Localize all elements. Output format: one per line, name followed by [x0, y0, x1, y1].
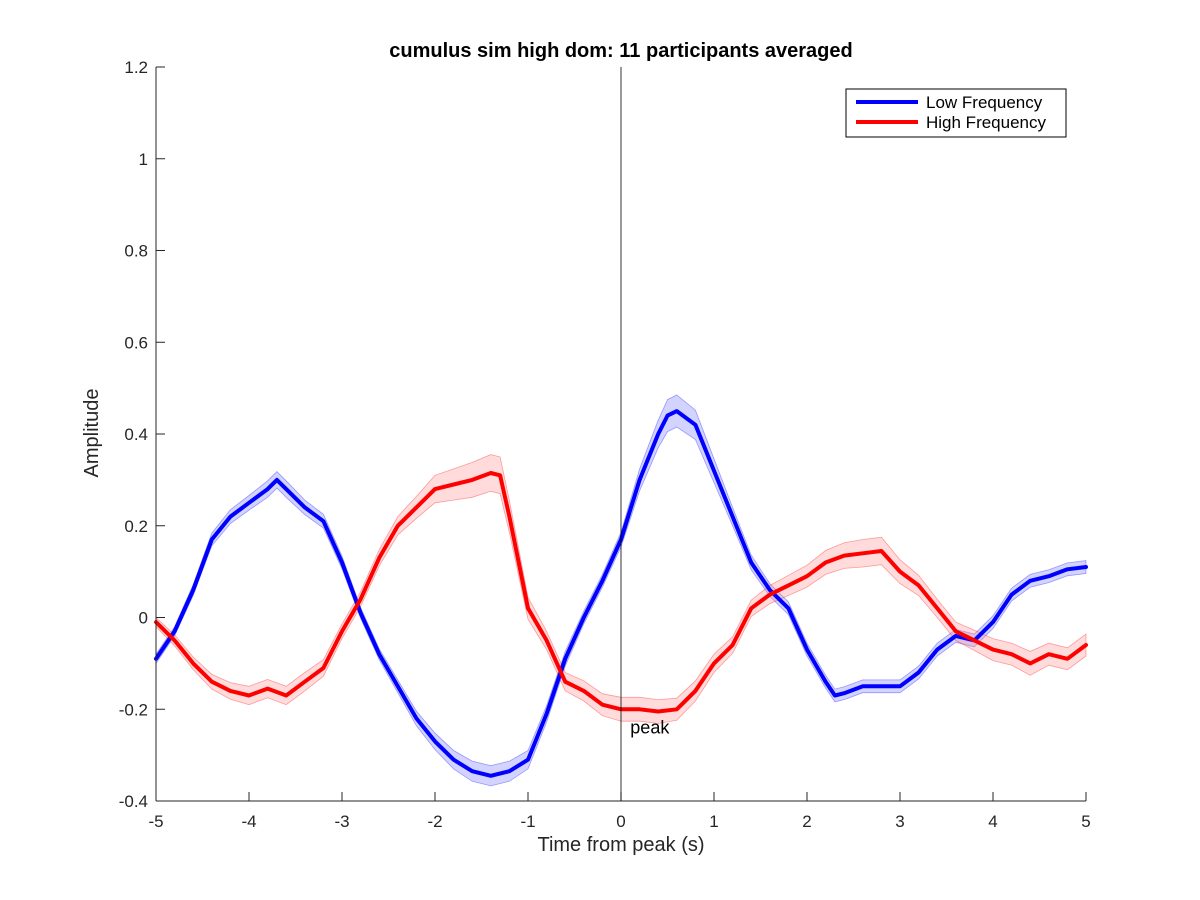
y-tick-label: -0.4: [119, 792, 148, 811]
legend-label-high-frequency: High Frequency: [926, 113, 1047, 132]
x-tick-label: -2: [427, 812, 442, 831]
series-lines: [154, 409, 1088, 778]
y-tick-label: 0.6: [124, 333, 148, 352]
y-tick-label: 0.4: [124, 425, 148, 444]
y-tick-label: 0: [139, 609, 148, 628]
y-tick-label: 0.2: [124, 517, 148, 536]
x-tick-label: 0: [616, 812, 625, 831]
chart-title: cumulus sim high dom: 11 participants av…: [389, 40, 852, 62]
legend-box: [845, 88, 1067, 138]
axes: -5 -4 -3 -2 -1 0 1 2 3 4 5 -0.4 -0.2 0 0.2 0.4 0.6 0.8 1 1.…: [119, 58, 1091, 831]
x-tick-label: 5: [1081, 812, 1090, 831]
series-line-high-frequency: [154, 471, 1088, 714]
x-tick-label: 2: [802, 812, 811, 831]
y-tick-label: 1: [139, 150, 148, 169]
x-tick-label: -4: [241, 812, 256, 831]
x-tick-label: -3: [334, 812, 349, 831]
legend-label-low-frequency: Low Frequency: [926, 93, 1043, 112]
series-line-low-frequency: [154, 409, 1088, 778]
y-axis-label: Amplitude: [81, 389, 103, 478]
x-tick-label: 4: [988, 812, 997, 831]
x-tick-label: 3: [895, 812, 904, 831]
y-tick-label: -0.2: [119, 700, 148, 719]
peak-annotation: peak: [630, 718, 670, 738]
y-tick-label: 0.8: [124, 242, 148, 261]
legend: Low Frequency High Frequency: [845, 88, 1067, 138]
y-tick-label: 1.2: [124, 58, 148, 77]
x-tick-label: 1: [709, 812, 718, 831]
x-tick-label: -5: [148, 812, 163, 831]
x-tick-label: -1: [520, 812, 535, 831]
x-axis-label: Time from peak (s): [537, 834, 704, 856]
